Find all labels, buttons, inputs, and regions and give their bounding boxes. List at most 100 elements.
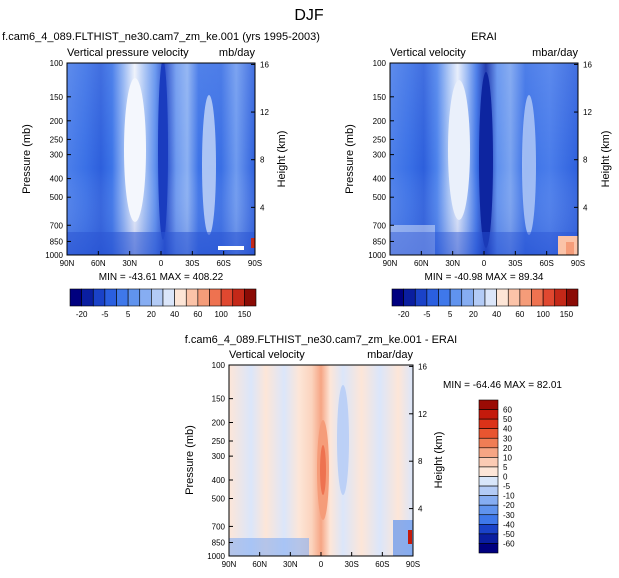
diff-y-ticks: 100 150 200 250 300 400 500 700 850 1000 [207, 361, 233, 561]
diff-x-tick-label: 30S [345, 560, 359, 569]
diff-y-right-tick-label: 4 [418, 505, 423, 514]
diff-colorbar-label: 0 [503, 473, 508, 482]
diff-x-ticks: 90N 60N 30N 0 30S 60S 90S [222, 552, 420, 569]
model-y-ticks: 100 150 200 250 300 400 500 700 850 1000 [45, 59, 71, 260]
diff-colorbar-label: -10 [503, 492, 515, 501]
obs-x-tick-label: 0 [482, 259, 487, 268]
obs-colorbar-swatch [426, 288, 439, 307]
diff-y-tick-label: 250 [212, 437, 226, 446]
diff-colorbar-swatch [478, 428, 499, 439]
model-y-right-tick-label: 16 [260, 60, 269, 69]
diff-y-tick-label: 400 [212, 476, 226, 485]
diff-colorbar-label: -50 [503, 530, 515, 539]
model-colorbar-swatch [197, 288, 210, 307]
model-colorbar-label: -5 [101, 310, 109, 319]
obs-x-tick-label: 30S [508, 259, 522, 268]
model-y-tick-label: 850 [50, 237, 64, 246]
obs-ylabel: Pressure (mb) [344, 124, 356, 194]
model-colorbar-label: 60 [193, 310, 202, 319]
obs-y-tick-label: 850 [373, 237, 387, 246]
diff-colorbar-swatch [478, 418, 499, 429]
diff-y-tick-label: 850 [212, 539, 226, 548]
diff-colorbar-label: -60 [503, 539, 515, 548]
model-right-label: mb/day [219, 47, 256, 59]
diff-right-label: mbar/day [367, 349, 413, 361]
model-y-tick-label: 300 [50, 151, 64, 160]
diff-ylabel-right: Height (km) [433, 432, 445, 489]
obs-y-tick-label: 300 [373, 151, 387, 160]
obs-colorbar-swatch [473, 288, 486, 307]
model-x-ticks: 90N 60N 30N 0 30S 60S 90S [60, 251, 262, 268]
model-x-tick-label: 90N [60, 259, 75, 268]
obs-y-tick-label: 200 [373, 117, 387, 126]
diff-y-ticks-right: 16 12 8 4 [409, 362, 427, 514]
obs-colorbar-label: -5 [423, 310, 431, 319]
model-x-tick-label: 0 [159, 259, 164, 268]
obs-y-right-tick-label: 8 [583, 156, 588, 165]
diff-y-right-tick-label: 8 [418, 457, 423, 466]
diff-field [229, 365, 413, 556]
model-colorbar-swatch [139, 288, 152, 307]
obs-colorbar-label: 40 [492, 310, 501, 319]
diff-colorbar-swatch [478, 437, 499, 449]
obs-colorbar-label: 20 [469, 310, 478, 319]
diff-colorbar-label: 10 [503, 453, 512, 462]
diff-colorbar-swatch [478, 466, 499, 477]
diff-y-right-tick-label: 12 [418, 410, 427, 419]
model-colorbar-swatch [244, 288, 257, 307]
diff-colorbar-swatch [478, 514, 499, 525]
obs-right-label: mbar/day [532, 47, 578, 59]
obs-colorbar-label: -20 [398, 310, 410, 319]
model-x-tick-label: 90S [248, 259, 262, 268]
obs-colorbar: -20 -5 5 20 40 60 100 150 [391, 288, 579, 319]
diff-ylabel: Pressure (mb) [184, 425, 196, 495]
diff-y-tick-label: 200 [212, 418, 226, 427]
diff-colorbar-label: 20 [503, 444, 512, 453]
obs-y-right-tick-label: 4 [583, 203, 588, 212]
obs-colorbar-label: 60 [515, 310, 524, 319]
model-y-tick-label: 100 [50, 59, 64, 68]
diff-y-tick-label: 700 [212, 522, 226, 531]
obs-colorbar-label: 150 [560, 310, 574, 319]
model-title: f.cam6_4_089.FLTHIST_ne30.cam7_zm_ke.001… [2, 31, 320, 43]
model-colorbar-label: 20 [147, 310, 156, 319]
obs-x-tick-label: 60S [540, 259, 554, 268]
model-colorbar-swatch [92, 288, 106, 307]
obs-colorbar-swatch [414, 288, 428, 307]
diff-colorbar-swatch [478, 543, 499, 554]
diff-colorbar-swatch [478, 485, 499, 496]
model-colorbar-swatch [232, 288, 245, 307]
model-colorbar-swatch [69, 288, 82, 307]
model-y-tick-label: 1000 [45, 251, 63, 260]
diff-x-tick-label: 60N [252, 560, 267, 569]
model-ylabel: Pressure (mb) [21, 124, 33, 194]
obs-ylabel-right: Height (km) [600, 131, 612, 188]
diff-colorbar-swatch [478, 495, 499, 506]
diff-colorbar-swatch [478, 524, 499, 535]
model-ylabel-right: Height (km) [276, 131, 288, 188]
model-y-tick-label: 700 [50, 221, 64, 230]
diff-colorbar-swatch [478, 533, 499, 544]
obs-x-tick-label: 60N [414, 259, 429, 268]
obs-y-tick-label: 400 [373, 175, 387, 184]
obs-y-tick-label: 700 [373, 221, 387, 230]
model-colorbar-label: 5 [126, 310, 131, 319]
obs-colorbar-swatch [566, 288, 579, 307]
diff-colorbar-label: -30 [503, 511, 515, 520]
diff-colorbar-label: 60 [503, 406, 512, 415]
obs-left-label: Vertical velocity [390, 47, 466, 59]
model-x-tick-label: 60N [91, 259, 106, 268]
diff-colorbar-swatch [478, 409, 499, 420]
obs-colorbar-swatch [507, 288, 521, 307]
obs-colorbar-label: 100 [536, 310, 550, 319]
diff-y-tick-label: 100 [212, 361, 226, 370]
obs-colorbar-swatch [461, 288, 474, 307]
model-colorbar-label: -20 [76, 310, 88, 319]
obs-panel: ERAI Vertical velocity mbar/day Pressure… [344, 31, 612, 319]
model-colorbar-swatch [127, 288, 141, 307]
diff-colorbar-label: -5 [503, 482, 511, 491]
diff-stats: MIN = -64.46 MAX = 82.01 [443, 380, 562, 391]
obs-y-ticks: 100 150 200 250 300 400 500 700 850 1000 [368, 59, 394, 260]
